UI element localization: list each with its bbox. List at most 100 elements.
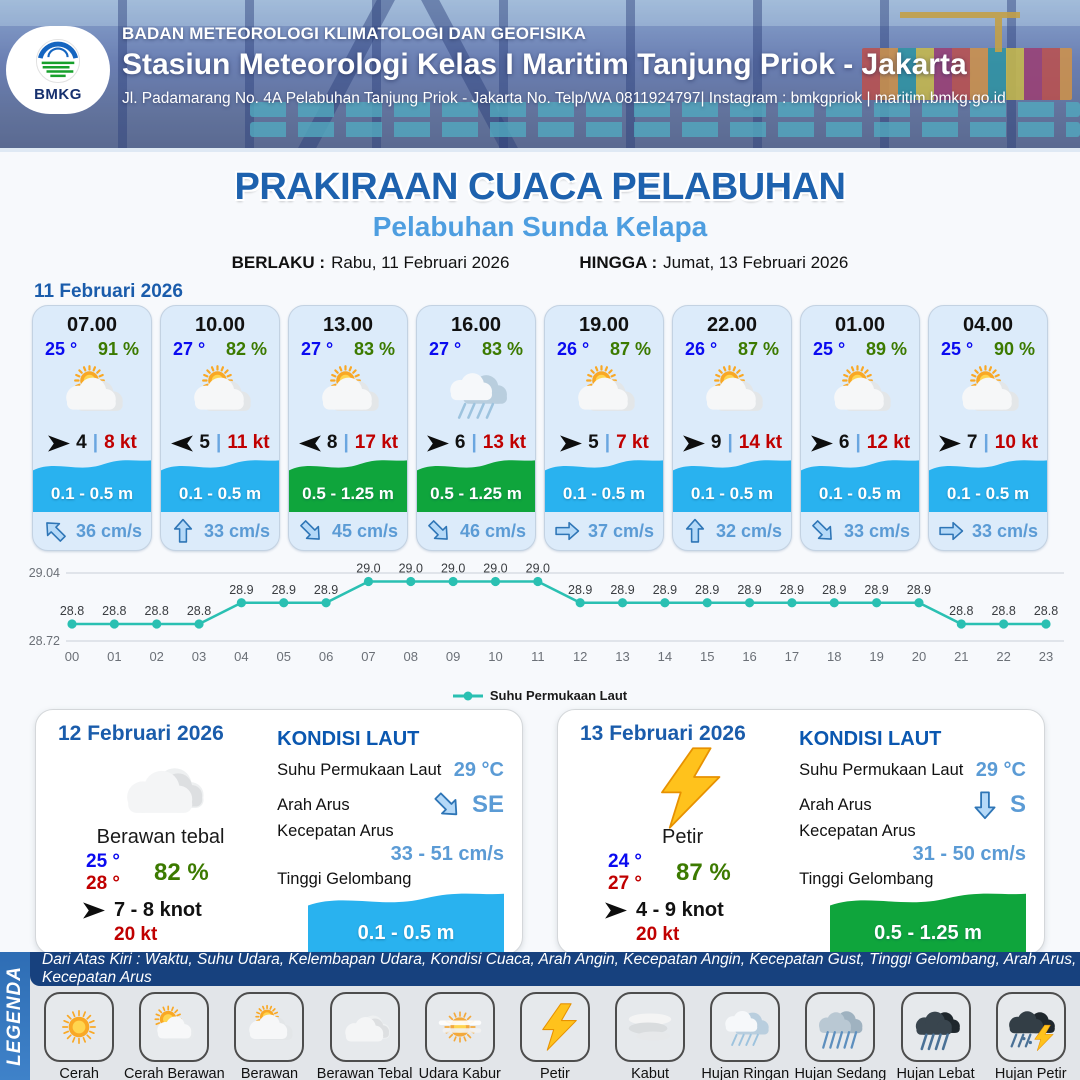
wave-height-value: 0.5 - 1.25 m (874, 921, 982, 944)
current-direction-icon (682, 518, 708, 544)
weather-icon-berawan (49, 362, 135, 426)
bmkg-logo: BMKG (6, 26, 110, 114)
sst-label: Suhu Permukaan Laut (277, 761, 442, 779)
current-speed: 33 cm/s (971, 520, 1039, 541)
separator: | (343, 432, 349, 454)
temp-max: 27 ° (608, 872, 643, 894)
hujan-sedang-icon (811, 1001, 869, 1053)
svg-text:02: 02 (149, 649, 163, 664)
valid-from-label: BERLAKU : (231, 253, 326, 272)
svg-text:29.0: 29.0 (526, 562, 550, 576)
current-direction-icon (970, 790, 1000, 820)
gust-speed: 8 kt (104, 432, 137, 454)
port-name: Pelabuhan Sunda Kelapa (372, 211, 708, 242)
wave-height: 0.1 - 0.5 m (50, 483, 134, 503)
current-row: 33 cm/s (161, 512, 279, 550)
gust-speed: 14 kt (738, 432, 783, 454)
gust-speed: 10 kt (994, 432, 1039, 454)
forecast-time: 01.00 (834, 314, 886, 336)
wave-height-badge: 0.5 - 1.25 m (830, 891, 1026, 955)
svg-text:06: 06 (319, 649, 333, 664)
seats-decoration (250, 102, 1080, 142)
separator: | (604, 432, 611, 454)
wave-crest-icon (801, 460, 919, 476)
legend-icon-box (900, 992, 971, 1062)
humidity: 82 % (154, 858, 209, 886)
valid-until: HINGGA : Jumat, 13 Februari 2026 (579, 253, 848, 273)
current-direction-icon (170, 518, 196, 544)
wave-height-label: Tinggi Gelombang (799, 870, 934, 888)
current-speed: 33 cm/s (843, 520, 911, 541)
wave-crest-icon (830, 893, 1026, 911)
legend-item-label: Hujan Sedang (794, 1066, 887, 1080)
station-name: Stasiun Meteorologi Kelas I Maritim Tanj… (122, 48, 967, 81)
current-row: 45 cm/s (289, 512, 407, 550)
legend-item: Kabut (604, 992, 696, 1080)
svg-text:00: 00 (65, 649, 79, 664)
udara-kabur-icon (431, 1001, 489, 1053)
svg-text:28.9: 28.9 (864, 583, 888, 597)
header-tint (0, 0, 1080, 148)
sea-condition-heading: KONDISI LAUT (799, 728, 942, 750)
hujan-lebat-icon (907, 1001, 965, 1053)
sst-line-chart: 29.04 28.72 28.8 00 28.8 01 28.8 02 28.8 03 28.9 04… (29, 562, 1064, 664)
humidity: 87 % (609, 339, 651, 359)
current-direction-label: Arah Arus (277, 795, 350, 814)
separator: | (215, 432, 222, 454)
svg-text:11: 11 (531, 649, 545, 664)
wind-speed: 4 (76, 432, 87, 454)
svg-text:28.8: 28.8 (991, 604, 1015, 618)
forecast-card: 13.00 27 ° 83 % 8 | 17 kt 0.5 - 1.25 m 4… (288, 305, 408, 551)
sea-condition-heading: KONDISI LAUT (277, 728, 420, 750)
air-temperature: 25 ° (813, 339, 846, 359)
header: BMKG BADAN METEOROLOGI KLIMATOLOGI DAN G… (0, 0, 1080, 152)
weather-icon-berawan (177, 362, 263, 426)
current-direction-label: Arah Arus (799, 795, 872, 814)
current-row: 32 cm/s (673, 512, 791, 550)
wave-height-band: 0.1 - 0.5 m (33, 458, 151, 513)
svg-text:28.9: 28.9 (568, 583, 592, 597)
weather-icon-hujan-ringan (433, 362, 519, 426)
wave-height-label: Tinggi Gelombang (277, 870, 412, 888)
wave-crest-icon (673, 460, 791, 476)
daily-weather-column: 13 Februari 2026 Petir 24 ° 27 ° 87 % 4 … (580, 722, 785, 945)
wind-direction-icon (559, 434, 583, 453)
wave-crest-icon (417, 460, 535, 476)
legend-icon-box (139, 992, 210, 1062)
kabut-icon (621, 1001, 679, 1053)
valid-until-label: HINGGA : (579, 253, 658, 272)
gust-speed: 17 kt (354, 432, 399, 454)
current-direction-value: SE (471, 791, 504, 818)
sst-chart-legend: Suhu Permukaan Laut (10, 688, 1070, 703)
svg-text:20: 20 (912, 649, 926, 664)
svg-text:28.8: 28.8 (949, 604, 973, 618)
wave-height-value: 0.1 - 0.5 m (357, 921, 455, 944)
svg-text:28.9: 28.9 (695, 583, 719, 597)
cerah-berawan-icon (145, 1001, 203, 1053)
air-temperature: 26 ° (685, 339, 718, 359)
wind-direction-icon (47, 434, 71, 453)
chart-legend-label: Suhu Permukaan Laut (489, 688, 628, 703)
temp-min: 25 ° (86, 851, 121, 872)
current-speed-label: Kecepatan Arus (799, 822, 916, 840)
legend-item: Hujan Ringan (699, 992, 791, 1080)
svg-text:28.8: 28.8 (102, 604, 126, 618)
weather-icon-berawan (817, 362, 903, 426)
wave-height-band: 0.5 - 1.25 m (417, 458, 535, 513)
svg-text:28.9: 28.9 (314, 583, 338, 597)
forecast-time: 04.00 (962, 314, 1014, 336)
wave-crest-icon (308, 893, 504, 911)
wind-speed-range: 4 - 9 knot (636, 898, 724, 921)
wave-height: 0.5 - 1.25 m (302, 483, 394, 503)
svg-text:01: 01 (107, 649, 121, 664)
bmkg-logo-icon (35, 38, 81, 83)
sst-value: 29 °C (975, 759, 1026, 781)
wind-speed: 5 (199, 432, 210, 454)
svg-text:23: 23 (1039, 649, 1053, 664)
svg-text:28.72: 28.72 (29, 634, 60, 648)
sea-condition-column: KONDISI LAUT Suhu Permukaan Laut 29 °C A… (263, 722, 504, 955)
forecast-card: 22.00 26 ° 87 % 9 | 14 kt 0.1 - 0.5 m 32… (672, 305, 792, 551)
wave-crest-icon (161, 460, 279, 476)
sst-chart-plot: 29.04 28.72 28.8 00 28.8 01 28.8 02 28.8 03 28.9 04… (10, 557, 1070, 688)
